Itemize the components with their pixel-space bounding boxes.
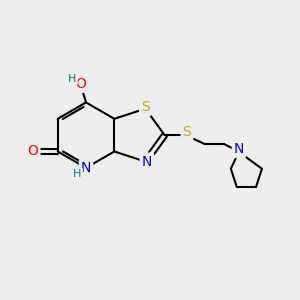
- Text: S: S: [141, 100, 150, 114]
- Text: O: O: [76, 77, 86, 91]
- Text: O: O: [28, 145, 38, 158]
- Text: H: H: [73, 169, 81, 179]
- Text: N: N: [81, 161, 91, 175]
- Text: H: H: [68, 74, 76, 84]
- Text: N: N: [142, 154, 152, 169]
- Text: N: N: [234, 142, 244, 156]
- Text: S: S: [183, 125, 191, 139]
